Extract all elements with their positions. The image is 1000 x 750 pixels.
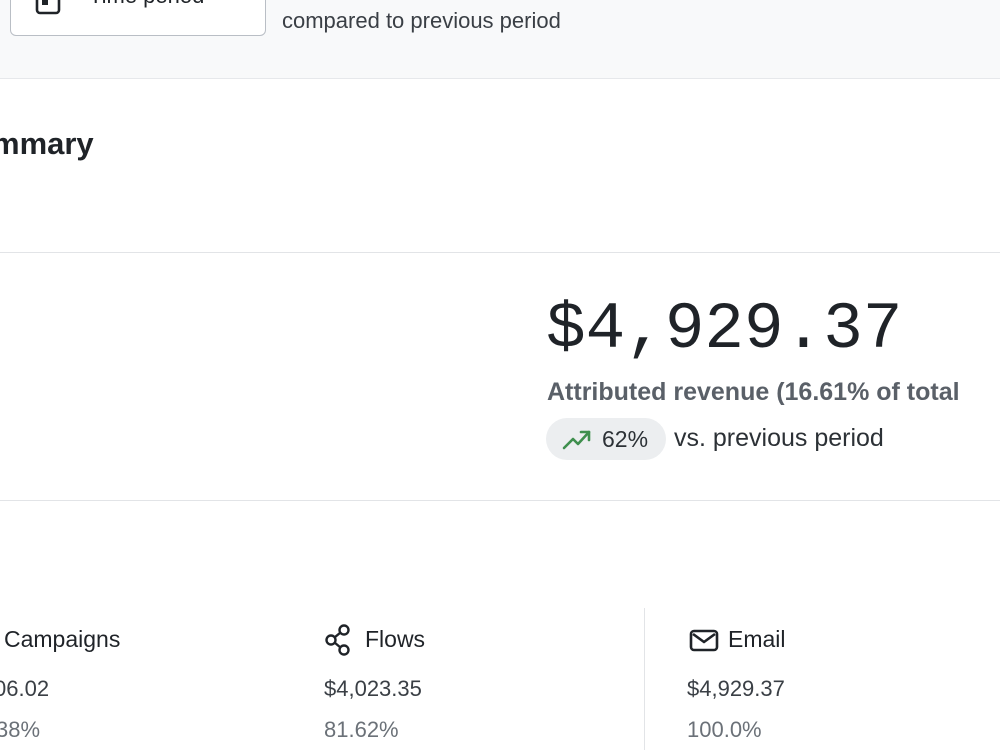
trend-badge: 62%: [546, 418, 666, 460]
flows-icon: [325, 624, 350, 656]
compare-text: compared to previous period: [282, 8, 561, 33]
flows-value: $4,023.35: [324, 676, 422, 701]
flows-title: Flows: [365, 626, 426, 652]
summary-title: mmary: [0, 126, 94, 161]
email-percent: 100.0%: [687, 717, 762, 742]
trend-percent: 62%: [602, 426, 649, 452]
campaigns-value: 06.02: [0, 676, 50, 701]
attributed-revenue-value: $4,929.37: [546, 292, 903, 367]
flows-percent: 81.62%: [324, 717, 399, 742]
trend-up-icon: [562, 430, 591, 450]
campaigns-percent: 38%: [0, 717, 41, 742]
section-divider: [0, 252, 1000, 253]
column-divider: [644, 608, 645, 750]
time-period-label: Time period: [89, 0, 204, 9]
trend-suffix: vs. previous period: [674, 424, 884, 452]
envelope-icon: [689, 629, 719, 652]
section-divider: [0, 500, 1000, 501]
time-period-button[interactable]: Time period: [10, 0, 266, 36]
campaigns-title: Campaigns: [4, 626, 121, 652]
email-value: $4,929.37: [687, 676, 785, 701]
calendar-icon: [35, 0, 61, 15]
email-title: Email: [728, 626, 786, 652]
top-bar: Time period compared to previous period: [0, 0, 1000, 79]
attributed-revenue-label: Attributed revenue (16.61% of total: [547, 378, 960, 406]
